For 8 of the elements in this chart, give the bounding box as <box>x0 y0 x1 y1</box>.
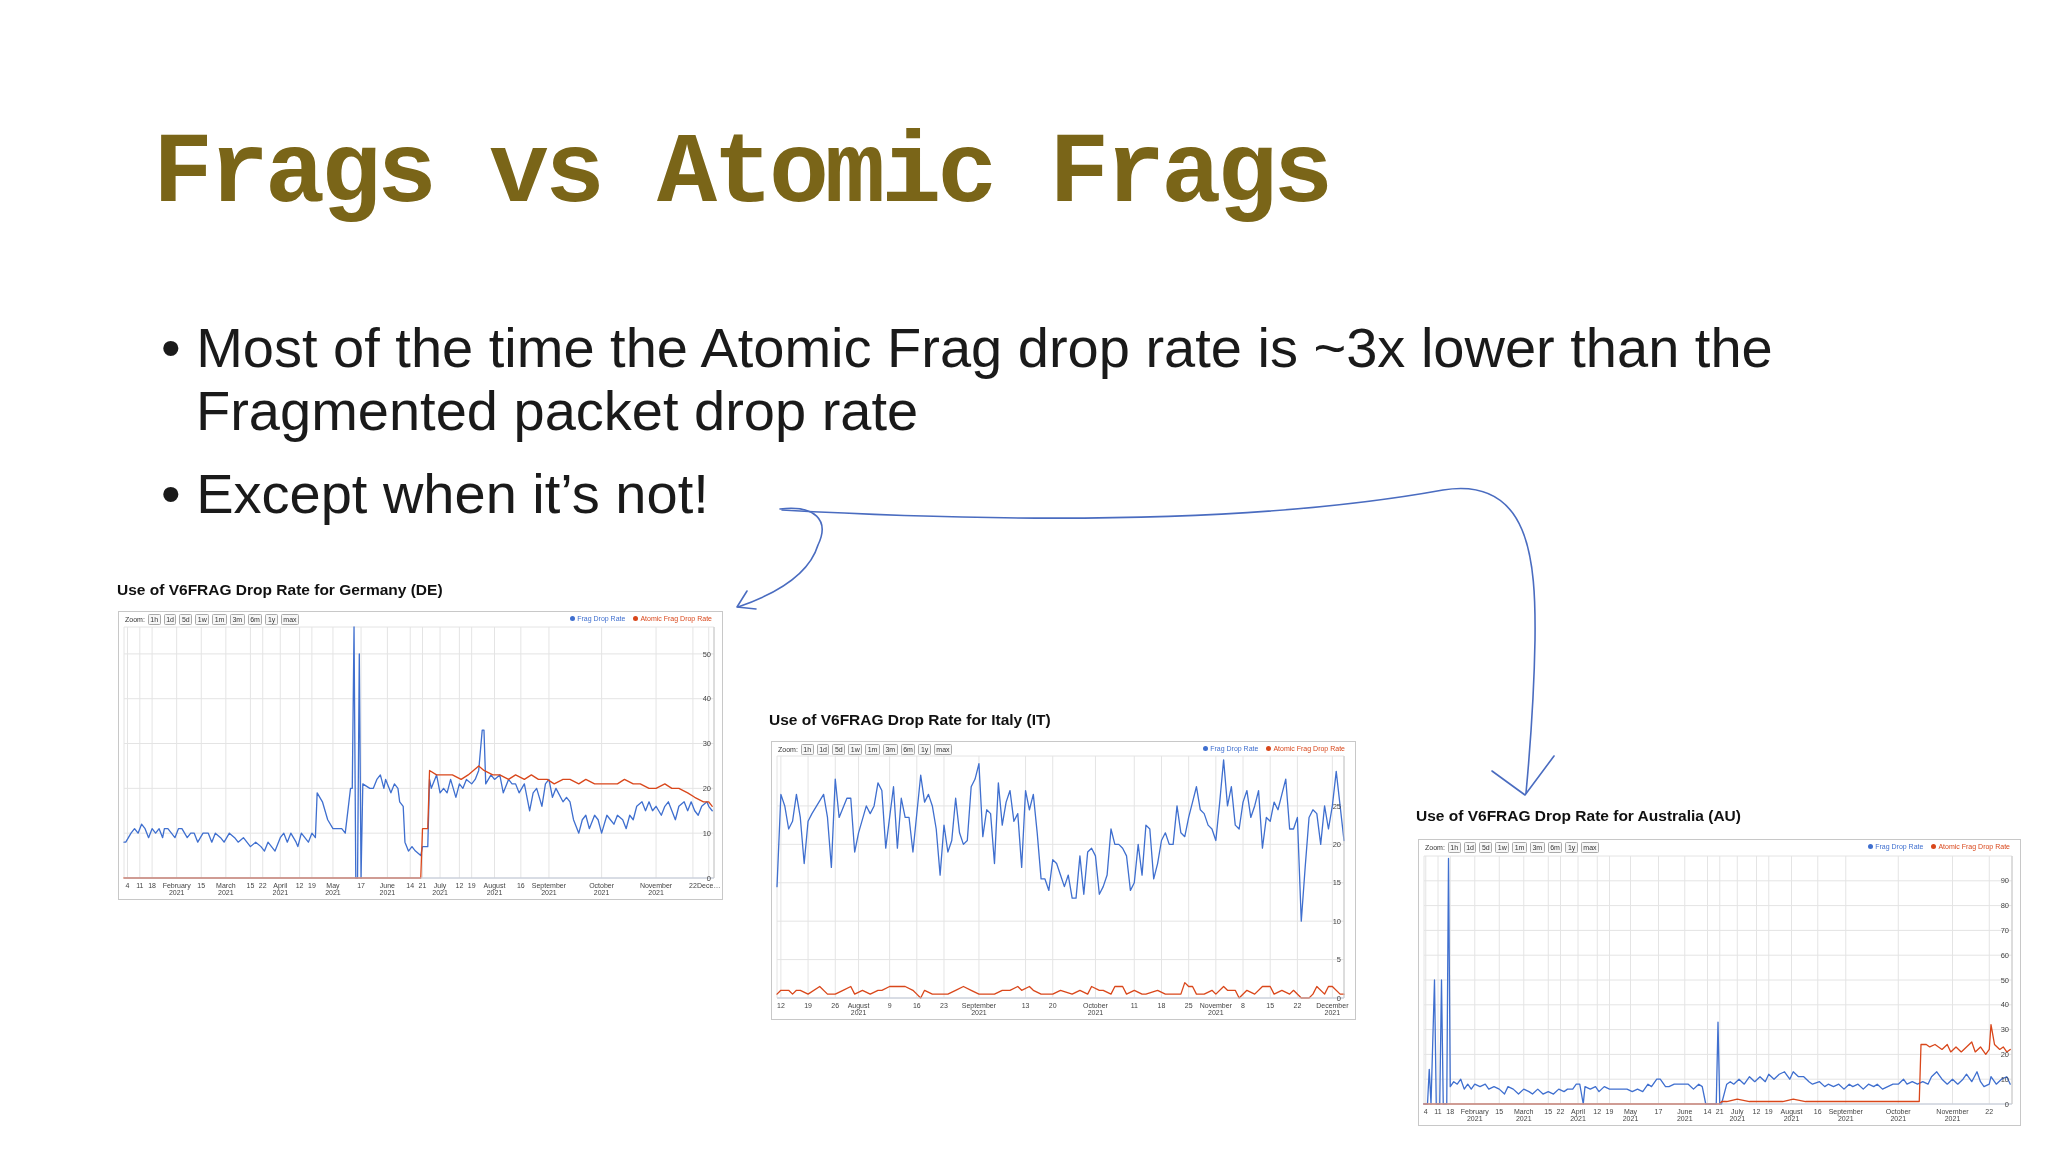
chart-title: Use of V6FRAG Drop Rate for Australia (AU) <box>1416 807 1741 824</box>
chart-title: Use of V6FRAG Drop Rate for Germany (DE) <box>117 581 443 598</box>
line-series <box>776 759 1345 922</box>
line-series <box>123 626 713 879</box>
text: • Except when it’s not! <box>161 462 710 525</box>
text: Frags vs Atomic Frags <box>153 118 1330 231</box>
text: • Most of the time the Atomic Frag drop rate is ~3x lower than the Fragmented packet drop rate <box>161 316 1774 442</box>
chart-title: Use of V6FRAG Drop Rate for Italy (IT) <box>769 711 1051 728</box>
